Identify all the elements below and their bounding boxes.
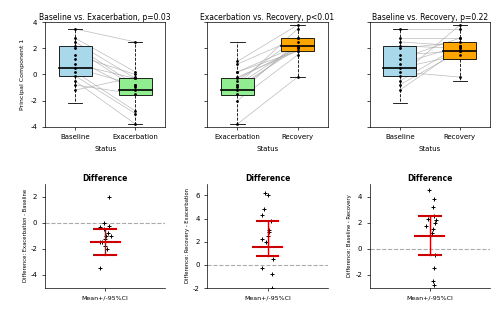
Bar: [118, 78, 152, 95]
Title: Baseline vs. Exacerbation, p=0.03: Baseline vs. Exacerbation, p=0.03: [40, 12, 171, 22]
X-axis label: Status: Status: [418, 146, 441, 152]
Title: Difference: Difference: [407, 174, 453, 183]
Y-axis label: Difference: Exacerbation - Baseline: Difference: Exacerbation - Baseline: [22, 189, 28, 283]
X-axis label: Status: Status: [256, 146, 278, 152]
Y-axis label: Difference: Recovery - Exacerbation: Difference: Recovery - Exacerbation: [185, 188, 190, 284]
Title: Baseline vs. Recovery, p=0.22: Baseline vs. Recovery, p=0.22: [372, 12, 488, 22]
Title: Difference: Difference: [245, 174, 290, 183]
Bar: [384, 46, 416, 76]
Bar: [58, 46, 92, 76]
X-axis label: Status: Status: [94, 146, 116, 152]
Title: Exacerbation vs. Recovery, p<0.01: Exacerbation vs. Recovery, p<0.01: [200, 12, 334, 22]
Bar: [444, 42, 476, 59]
Bar: [221, 78, 254, 95]
Y-axis label: Difference: Baseline - Recovery: Difference: Baseline - Recovery: [348, 195, 352, 277]
Bar: [281, 38, 314, 51]
Y-axis label: Principal Component 1: Principal Component 1: [20, 39, 25, 110]
Title: Difference: Difference: [82, 174, 128, 183]
